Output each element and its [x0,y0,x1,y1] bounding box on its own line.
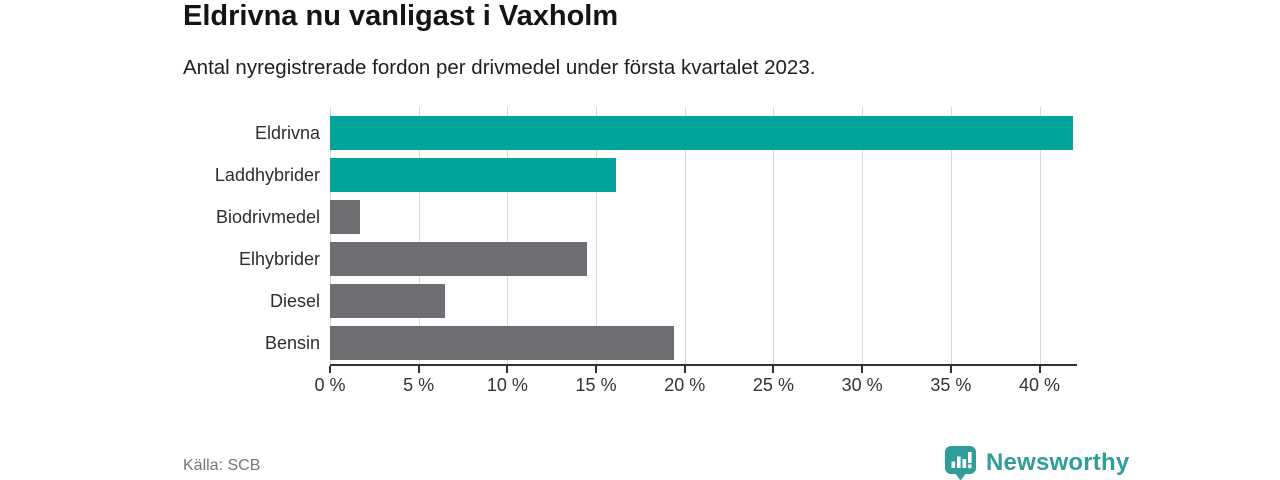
x-axis-tick [683,366,686,373]
bar [330,158,616,192]
category-label: Laddhybrider [214,165,320,185]
chart-subtitle: Antal nyregistrerade fordon per drivmede… [183,56,816,79]
x-axis-tick-label: 35 % [930,375,972,395]
gridline [950,107,952,366]
category-label: Eldrivna [254,123,320,143]
x-axis-tick-label: 20 % [664,375,706,395]
source-note: Källa: SCB [183,457,261,474]
gridline [418,107,420,366]
gridline [330,107,331,366]
newsworthy-logo-icon [944,445,977,480]
page-title: Eldrivna nu vanligast i Vaxholm [183,0,619,32]
brand-logo: Newsworthy [944,445,1129,480]
category-label: Elhybrider [238,249,320,269]
category-label: Diesel [269,291,320,311]
x-axis-tick-label: 10 % [486,375,528,395]
x-axis-tick [595,366,598,373]
category-label: Bensin [264,333,320,353]
brand-name: Newsworthy [986,449,1130,476]
bar [330,284,446,318]
bar [330,242,588,276]
x-axis-tick [861,366,864,373]
x-axis-tick [949,366,952,373]
bar [330,116,1074,150]
gridline [596,107,598,366]
x-axis-tick-label: 25 % [752,375,794,395]
x-axis-tick [772,366,775,373]
gridline [773,107,775,366]
x-axis-tick-label: 5 % [403,375,435,395]
gridline [684,107,686,366]
x-axis-tick-label: 15 % [575,375,617,395]
x-axis-tick-label: 0 % [314,375,346,395]
x-axis-tick-label: 40 % [1019,375,1061,395]
gridline [507,107,509,366]
x-axis-tick [506,366,509,373]
x-axis-tick [329,366,331,373]
bar [330,200,361,234]
x-axis-tick [417,366,420,373]
gridline [862,107,864,366]
category-label: Biodrivmedel [215,207,320,227]
x-axis-tick-label: 30 % [841,375,883,395]
x-axis-line [330,364,1077,366]
bar [330,326,675,360]
gridline [1039,107,1041,366]
x-axis-tick [1038,366,1041,373]
